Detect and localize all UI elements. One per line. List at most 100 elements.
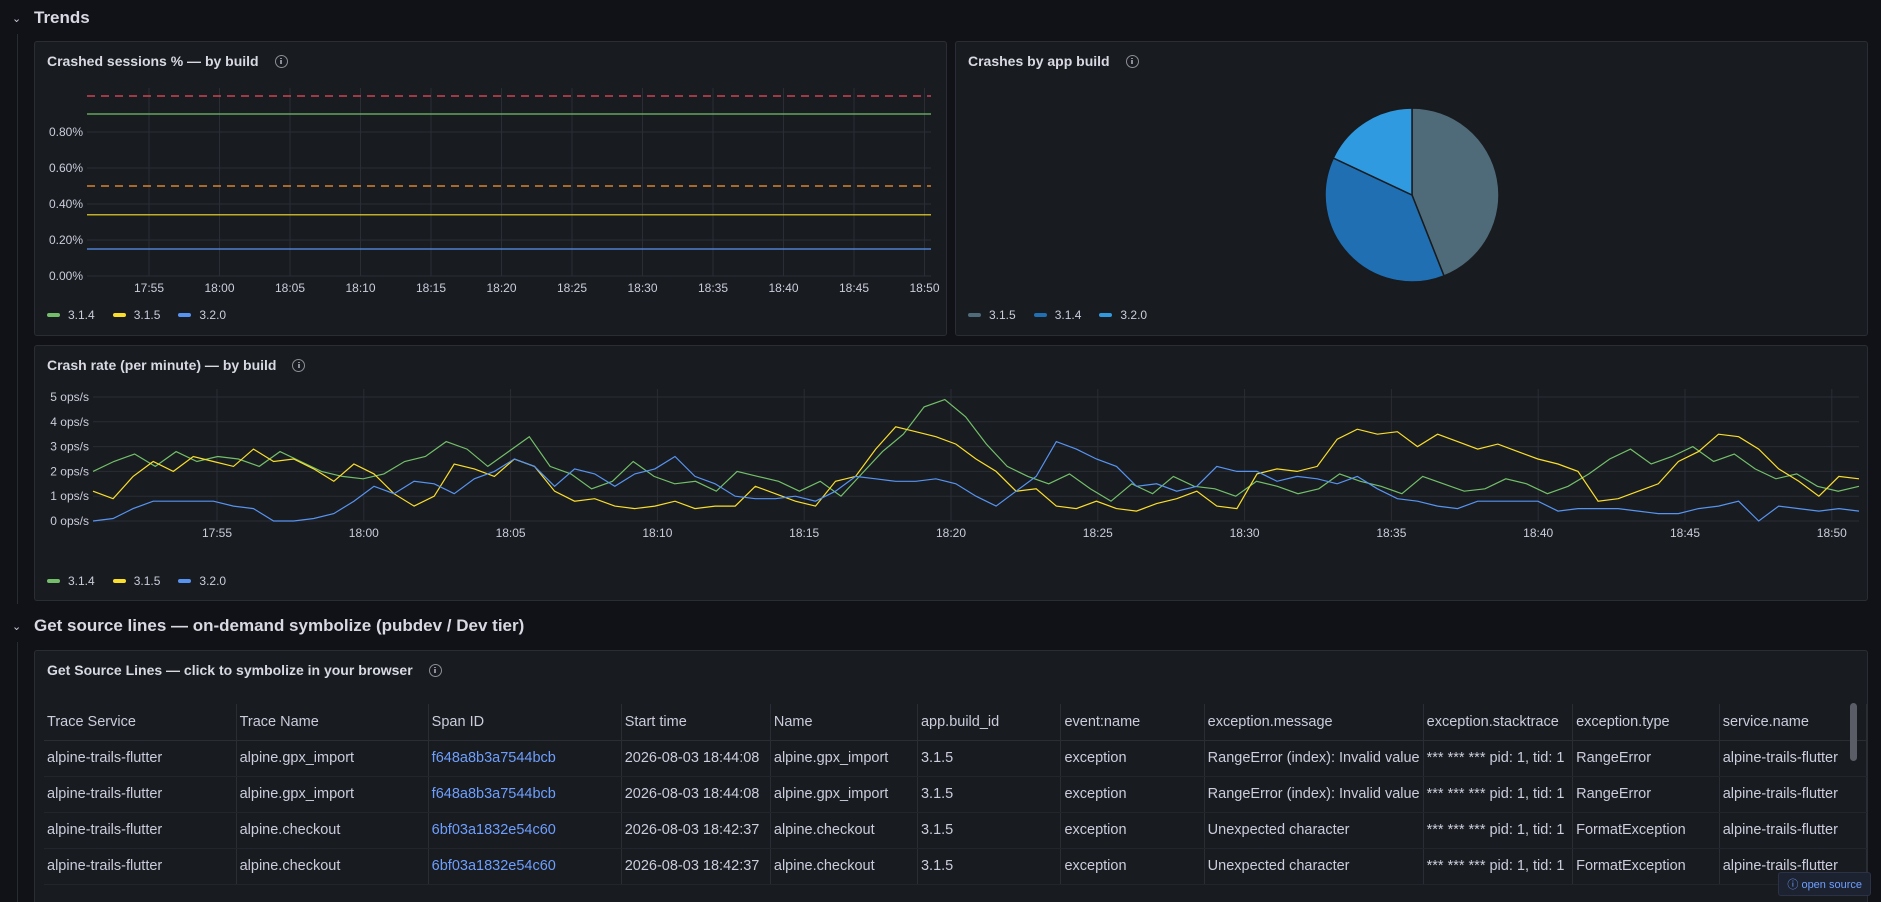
column-header[interactable]: exception.message <box>1204 704 1424 741</box>
info-icon[interactable] <box>274 54 288 68</box>
legend-label: 3.1.5 <box>133 574 161 588</box>
table-cell: FormatException <box>1572 812 1720 849</box>
info-icon[interactable] <box>292 358 306 372</box>
y-tick-label: 0.80% <box>49 125 83 139</box>
column-header[interactable]: Trace Service <box>44 704 237 741</box>
table-cell: Unexpected character <box>1204 848 1424 885</box>
table-cell: 2026-08-03 18:42:37 <box>621 812 771 849</box>
x-tick-label: 18:00 <box>349 526 379 540</box>
panel-title[interactable]: Crash rate (per minute) — by build <box>47 357 306 373</box>
x-tick-label: 18:20 <box>936 526 966 540</box>
table-cell: alpine.gpx_import <box>236 740 429 777</box>
table-cell: alpine.gpx_import <box>770 740 918 777</box>
chevron-down-icon[interactable]: ⌄ <box>12 12 22 25</box>
panel-title[interactable]: Crashed sessions % — by build <box>47 53 288 69</box>
chevron-down-icon[interactable]: ⌄ <box>12 620 22 633</box>
span-id-link[interactable]: f648a8b3a7544bcb <box>428 740 622 777</box>
table-scrollbar[interactable] <box>1850 703 1857 761</box>
chart-crashed-sessions: 0.00% 0.20% 0.40% 0.60% 0.80% 17:55 18:00 18:05… <box>49 88 940 295</box>
legend-swatch <box>112 313 126 317</box>
legend-item-3-1-4[interactable]: 3.1.4 <box>47 308 95 322</box>
legend-item-3-2-0[interactable]: 3.2.0 <box>178 574 226 588</box>
panel-title-text: Crashed sessions % — by build <box>47 53 259 69</box>
table-cell: 2026-08-03 18:44:08 <box>621 740 771 777</box>
column-header[interactable]: exception.stacktrace <box>1423 704 1574 741</box>
legend-swatch <box>47 579 60 583</box>
legend-swatch <box>178 579 192 583</box>
legend-item-3-1-4[interactable]: 3.1.4 <box>47 574 95 588</box>
row-rail <box>17 642 18 902</box>
legend-swatch <box>1033 313 1047 317</box>
x-tick-label: 18:15 <box>416 281 446 295</box>
y-tick-label: 0.00% <box>49 269 83 283</box>
legend-swatch <box>178 313 192 317</box>
row-title: Get source lines — on-demand symbolize (… <box>34 616 525 635</box>
x-tick-label: 18:35 <box>1376 526 1406 540</box>
span-id-link[interactable]: 6bf03a1832e54c60 <box>428 812 622 849</box>
legend-item-3-2-0[interactable]: 3.2.0 <box>1099 308 1147 322</box>
legend-item-3-1-4[interactable]: 3.1.4 <box>1033 308 1082 322</box>
series-line-3-2-0 <box>92 440 1860 522</box>
column-header[interactable]: Start time <box>621 704 771 741</box>
chart-legend: 3.1.4 3.1.5 3.2.0 <box>47 574 226 588</box>
table-cell: alpine-trails-flutter <box>1719 740 1867 777</box>
span-id-link[interactable]: 6bf03a1832e54c60 <box>428 848 622 885</box>
panel-crashed-sessions[interactable]: Crashed sessions % — by build 0.00% 0.20%… <box>34 41 947 336</box>
row-title: Trends <box>34 8 90 27</box>
x-tick-label: 18:50 <box>909 281 939 295</box>
table-cell: alpine-trails-flutter <box>44 812 237 849</box>
panel-crash-rate[interactable]: Crash rate (per minute) — by build 0 ops… <box>34 345 1868 601</box>
panel-title[interactable]: Get Source Lines — click to symbolize in… <box>47 662 442 678</box>
legend-item-3-1-5[interactable]: 3.1.5 <box>112 574 161 588</box>
info-icon[interactable] <box>1125 54 1139 68</box>
x-tick-label: 18:15 <box>789 526 819 540</box>
table-cell: exception <box>1060 740 1205 777</box>
series-line-3-1-5 <box>92 426 1860 512</box>
column-header[interactable]: Trace Name <box>236 704 429 741</box>
x-tick-label: 18:45 <box>839 281 869 295</box>
table-cell: Unexpected character <box>1204 812 1424 849</box>
table-row: alpine-trails-flutter alpine.gpx_import f6… <box>44 740 1867 777</box>
table-cell: exception <box>1060 848 1205 885</box>
column-header[interactable]: exception.type <box>1572 704 1720 741</box>
legend-label: 3.2.0 <box>1120 308 1148 322</box>
y-tick-label: 5 ops/s <box>50 390 89 404</box>
column-header[interactable]: event:name <box>1060 704 1205 741</box>
x-tick-label: 18:25 <box>557 281 587 295</box>
x-tick-label: 18:35 <box>698 281 728 295</box>
row-rail <box>17 34 18 604</box>
legend-swatch <box>112 579 126 583</box>
legend-item-3-1-5[interactable]: 3.1.5 <box>968 308 1016 322</box>
x-tick-label: 18:20 <box>486 281 516 295</box>
legend-label: 3.1.5 <box>133 308 161 322</box>
y-tick-label: 3 ops/s <box>50 440 89 454</box>
table-header-row: Trace Service Trace Name Span ID Start time… <box>44 704 1867 741</box>
row-header-source-lines[interactable]: ⌄ Get source lines — on-demand symbolize… <box>0 609 524 643</box>
span-id-link[interactable]: f648a8b3a7544bcb <box>428 776 622 813</box>
row-header-trends[interactable]: ⌄ Trends <box>0 1 90 35</box>
table-cell: alpine-trails-flutter <box>44 848 237 885</box>
table-cell: 3.1.5 <box>917 740 1062 777</box>
x-tick-label: 18:45 <box>1670 526 1700 540</box>
panel-title-text: Crash rate (per minute) — by build <box>47 357 277 373</box>
legend-item-3-2-0[interactable]: 3.2.0 <box>178 308 226 322</box>
panel-source-lines[interactable]: Get Source Lines — click to symbolize in… <box>34 650 1868 902</box>
pie-slice-3-1-4 <box>1324 157 1445 283</box>
info-icon[interactable] <box>428 663 442 677</box>
panel-crashes-by-build[interactable]: Crashes by app build 3.1.5 3.1.4 3.2.0 <box>955 41 1868 336</box>
legend-label: 3.1.4 <box>1054 308 1082 322</box>
column-header[interactable]: Name <box>770 704 918 741</box>
legend-swatch <box>968 313 981 317</box>
x-tick-label: 18:50 <box>1817 526 1847 540</box>
chart-crash-rate: 0 ops/s 1 ops/s 2 ops/s 3 ops/s 4 ops/s 5 ops… <box>50 389 1860 540</box>
panel-title[interactable]: Crashes by app build <box>968 53 1139 69</box>
legend-swatch <box>1099 313 1113 317</box>
column-header[interactable]: service.name <box>1719 704 1867 741</box>
open-source-badge[interactable]: ⓘ open source <box>1778 872 1871 896</box>
chart-legend: 3.1.5 3.1.4 3.2.0 <box>968 308 1147 322</box>
x-tick-label: 18:30 <box>1230 526 1260 540</box>
column-header[interactable]: app.build_id <box>917 704 1062 741</box>
column-header[interactable]: Span ID <box>428 704 622 741</box>
legend-item-3-1-5[interactable]: 3.1.5 <box>112 308 161 322</box>
y-tick-label: 0 ops/s <box>50 514 89 528</box>
